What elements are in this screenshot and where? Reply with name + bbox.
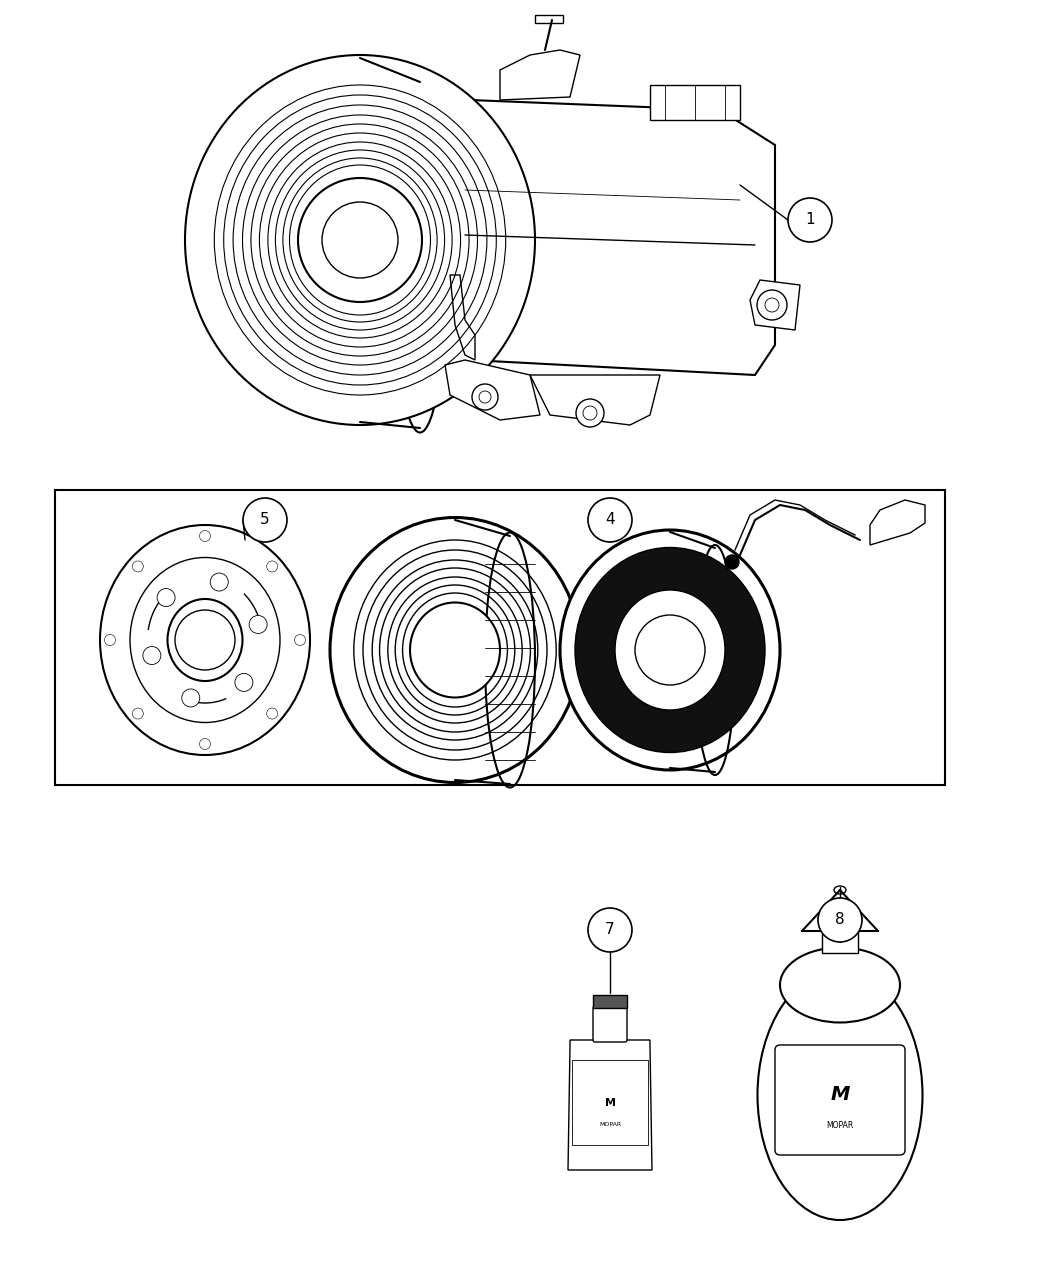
Bar	[572, 1060, 648, 1145]
Ellipse shape	[780, 947, 900, 1023]
Circle shape	[267, 708, 277, 719]
Circle shape	[588, 499, 632, 542]
Circle shape	[267, 561, 277, 572]
Circle shape	[765, 298, 779, 312]
Ellipse shape	[615, 590, 724, 710]
Circle shape	[132, 708, 143, 719]
Circle shape	[200, 530, 210, 542]
Circle shape	[249, 616, 267, 634]
Polygon shape	[450, 99, 775, 375]
Polygon shape	[568, 1040, 652, 1170]
Text: 7: 7	[605, 923, 615, 937]
Ellipse shape	[560, 530, 780, 770]
Circle shape	[818, 898, 862, 942]
Polygon shape	[445, 360, 540, 419]
Circle shape	[235, 673, 253, 691]
Polygon shape	[450, 275, 475, 360]
Ellipse shape	[168, 599, 243, 681]
Circle shape	[243, 499, 287, 542]
Polygon shape	[500, 50, 580, 99]
Ellipse shape	[185, 55, 536, 425]
Circle shape	[583, 405, 597, 419]
Circle shape	[294, 635, 306, 645]
Bar	[650, 85, 740, 120]
Text: MOPAR: MOPAR	[598, 1122, 621, 1127]
Circle shape	[298, 179, 422, 302]
Circle shape	[105, 635, 116, 645]
Text: 8: 8	[835, 913, 845, 927]
FancyBboxPatch shape	[593, 1006, 627, 1042]
Bar	[593, 994, 627, 1009]
Circle shape	[322, 201, 398, 278]
Bar	[55, 490, 945, 785]
Circle shape	[182, 688, 200, 706]
Circle shape	[175, 609, 235, 669]
Ellipse shape	[834, 886, 846, 894]
Polygon shape	[750, 280, 800, 330]
Circle shape	[200, 738, 210, 750]
Bar	[822, 931, 858, 952]
Ellipse shape	[575, 547, 765, 752]
Circle shape	[210, 572, 228, 592]
Circle shape	[143, 646, 161, 664]
Text: 5: 5	[260, 513, 270, 528]
Circle shape	[158, 589, 175, 607]
Ellipse shape	[330, 518, 580, 783]
Circle shape	[479, 391, 491, 403]
Circle shape	[132, 561, 143, 572]
Ellipse shape	[100, 525, 310, 755]
Text: M: M	[831, 1085, 849, 1104]
Circle shape	[724, 555, 739, 569]
Polygon shape	[870, 500, 925, 544]
Circle shape	[576, 399, 604, 427]
Bar	[536, 15, 563, 23]
Circle shape	[472, 384, 498, 411]
Ellipse shape	[130, 557, 280, 723]
Ellipse shape	[410, 603, 500, 697]
Circle shape	[635, 615, 705, 685]
Text: 4: 4	[605, 513, 615, 528]
Circle shape	[588, 908, 632, 952]
Text: M: M	[605, 1098, 615, 1108]
Circle shape	[788, 198, 832, 242]
Polygon shape	[530, 375, 660, 425]
Circle shape	[757, 289, 788, 320]
Text: 1: 1	[805, 213, 815, 227]
Text: MOPAR: MOPAR	[826, 1121, 854, 1130]
FancyBboxPatch shape	[775, 1046, 905, 1155]
Ellipse shape	[757, 970, 923, 1220]
